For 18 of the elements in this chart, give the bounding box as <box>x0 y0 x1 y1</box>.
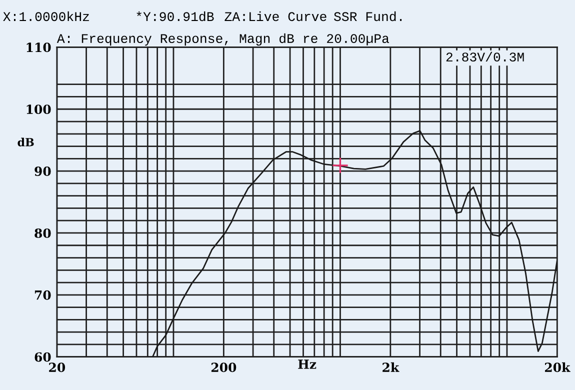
text: *Y:90.91dB <box>136 11 214 22</box>
y-tick-label: 80 <box>34 228 51 238</box>
x-tick-label: 2k <box>382 362 400 372</box>
y-tick-label: 110 <box>26 42 51 52</box>
y-axis-title: dB <box>18 138 34 146</box>
text: ZA:Live Curve <box>224 11 326 22</box>
x-tick-label: 200 <box>211 362 236 372</box>
y-tick-label: 70 <box>34 290 51 300</box>
y-tick-label: 60 <box>34 352 51 362</box>
y-tick-label: 100 <box>26 104 51 114</box>
x-tick-label: 20k <box>544 362 570 372</box>
text: SSR Fund. <box>334 11 402 22</box>
x-axis-title: Hz <box>298 360 316 369</box>
chart-title: A: Frequency Response, Magn dB re 20.00µPa <box>56 33 390 46</box>
annotation: 2.83V/0.3M <box>446 52 524 62</box>
x-tick-label: 20 <box>49 362 66 372</box>
y-tick-label: 90 <box>34 166 51 176</box>
text: X:1.0000kHz <box>3 11 89 22</box>
